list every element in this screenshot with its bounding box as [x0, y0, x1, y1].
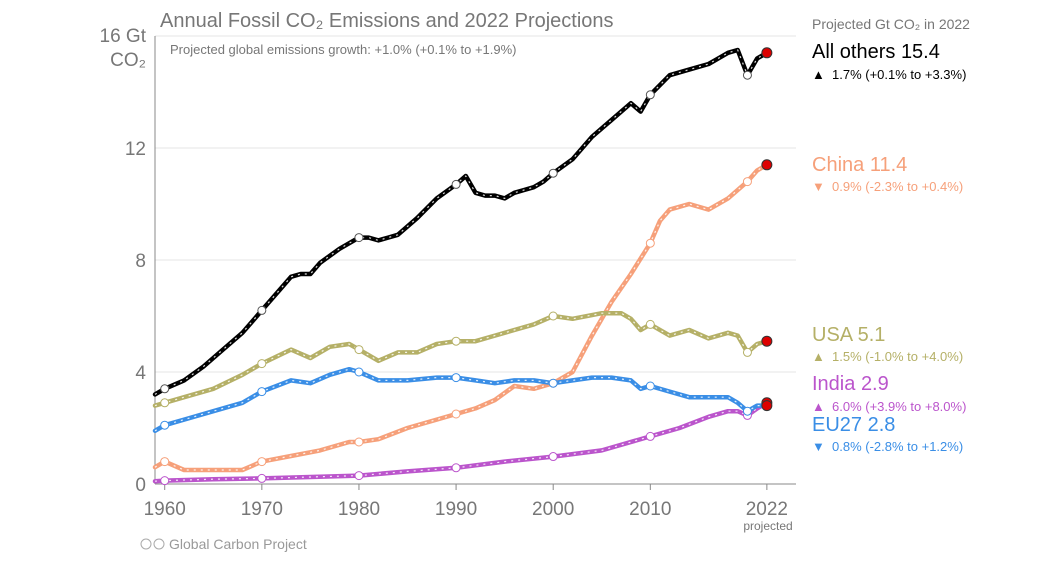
x-tick-label-2000: 2000: [532, 499, 574, 520]
series-dash-eu27: [154, 368, 767, 432]
x-tick-label-2010: 2010: [629, 499, 671, 520]
marker-china-2020: [742, 177, 752, 187]
projection-marker-eu27: [761, 400, 773, 412]
marker-all-others-1960: [160, 384, 170, 394]
legend-usa: USA 5.1 ▲ 1.5% (-1.0% to +4.0%): [812, 324, 963, 364]
marker-all-others-2010: [645, 90, 655, 100]
x-tick-label-1990: 1990: [435, 499, 477, 520]
marker-all-others-1980: [354, 233, 364, 243]
y-axis-label-line1: 16 Gt: [100, 26, 147, 47]
legend-all-others-name: All others 15.4: [812, 41, 940, 63]
marker-india-1980: [354, 471, 364, 481]
marker-eu27-1980: [354, 367, 364, 377]
y-tick-label-4: 4: [135, 363, 146, 384]
marker-eu27-1970: [257, 387, 267, 397]
x-tick-label-1960: 1960: [144, 499, 186, 520]
marker-india-2010: [645, 431, 655, 441]
legend-china-name: China 11.4: [812, 154, 907, 176]
legend-china: China 11.4 ▼ 0.9% (-2.3% to +0.4%): [812, 154, 963, 194]
legend-usa-arrow-icon: ▲: [812, 349, 825, 364]
x-tick-label-1980: 1980: [338, 499, 380, 520]
y-tick-label-12: 12: [125, 139, 146, 160]
legend-all-others-arrow-icon: ▲: [812, 67, 825, 82]
legend-eu27-arrow-icon: ▼: [812, 439, 825, 454]
marker-eu27-2000: [548, 378, 558, 388]
x-tick-label-2022: 2022: [746, 499, 788, 520]
marker-eu27-2020: [742, 406, 752, 416]
marker-usa-2020: [742, 347, 752, 357]
legend-india-arrow-icon: ▲: [812, 399, 825, 414]
credit-text: Global Carbon Project: [169, 536, 307, 552]
marker-china-1960: [160, 457, 170, 467]
legend-eu27-change: 0.8% (-2.8% to +1.2%): [832, 439, 963, 454]
marker-usa-1980: [354, 345, 364, 355]
legend-usa-change: 1.5% (-1.0% to +4.0%): [832, 349, 963, 364]
x-tick-label-1970: 1970: [241, 499, 283, 520]
legend-eu27: EU27 2.8 ▼ 0.8% (-2.8% to +1.2%): [812, 414, 963, 454]
y-axis-label-line2: CO₂: [110, 50, 146, 71]
legend-eu27-name: EU27 2.8: [812, 414, 895, 436]
legend-india: India 2.9 ▲ 6.0% (+3.9% to +8.0%): [812, 373, 966, 414]
marker-usa-1970: [257, 359, 267, 369]
chart-title: Annual Fossil CO₂ Emissions and 2022 Pro…: [160, 10, 614, 32]
legend-usa-name: USA 5.1: [812, 324, 885, 346]
series-line-eu27: [152, 366, 770, 434]
cc-license-icon: [140, 538, 152, 550]
marker-china-1970: [257, 457, 267, 467]
marker-eu27-1960: [160, 420, 170, 430]
legend-all-others-change: 1.7% (+0.1% to +3.3%): [832, 67, 966, 82]
marker-usa-1990: [451, 336, 461, 346]
credit: Global Carbon Project: [140, 536, 307, 552]
marker-eu27-2010: [645, 381, 655, 391]
by-license-icon: [153, 538, 165, 550]
series-lines: [152, 47, 770, 484]
marker-all-others-1970: [257, 305, 267, 315]
marker-india-1970: [257, 473, 267, 483]
series-dash-china: [154, 164, 768, 471]
data-markers: [160, 47, 773, 486]
chart-subtitle: Projected global emissions growth: +1.0%…: [170, 42, 517, 57]
marker-india-1990: [451, 463, 461, 473]
series-dash-usa: [154, 312, 768, 407]
marker-all-others-1990: [451, 179, 461, 189]
marker-usa-2010: [645, 319, 655, 329]
marker-all-others-2020: [742, 70, 752, 80]
marker-china-2010: [645, 238, 655, 248]
marker-all-others-2000: [548, 168, 558, 178]
gridlines: [155, 35, 796, 373]
marker-india-2000: [548, 452, 558, 462]
legend-china-arrow-icon: ▼: [812, 179, 825, 194]
legend-india-change: 6.0% (+3.9% to +8.0%): [832, 399, 966, 414]
marker-usa-1960: [160, 398, 170, 408]
legend-header: Projected Gt CO₂ in 2022: [812, 16, 970, 32]
legend-india-name: India 2.9: [812, 373, 889, 395]
marker-china-1990: [451, 409, 461, 419]
marker-eu27-1990: [451, 373, 461, 383]
marker-india-1960: [160, 476, 170, 486]
y-tick-label-8: 8: [135, 251, 146, 272]
legend-china-change: 0.9% (-2.3% to +0.4%): [832, 179, 963, 194]
projection-marker-usa: [761, 335, 773, 347]
projected-label: projected: [743, 519, 792, 533]
marker-usa-2000: [548, 311, 558, 321]
series-line-china: [152, 162, 770, 473]
y-tick-label-0: 0: [135, 475, 146, 496]
legend-all-others: All others 15.4 ▲ 1.7% (+0.1% to +3.3%): [812, 41, 966, 82]
projection-marker-china: [761, 159, 773, 171]
series-dash-all-others: [154, 49, 768, 395]
projection-marker-all-others: [761, 47, 773, 59]
axes: 0 4 8 12 1960 1970 1980 1990 2000 2010 2022: [125, 36, 796, 520]
marker-china-1980: [354, 437, 364, 447]
